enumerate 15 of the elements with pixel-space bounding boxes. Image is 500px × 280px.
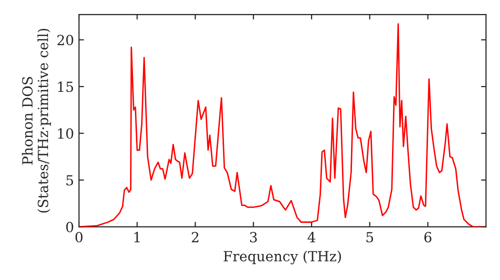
x-tick-label: 2 (192, 232, 198, 242)
y-tick-label: 10 (58, 128, 74, 139)
y-tick-label: 20 (57, 34, 74, 46)
y-tick-label: 15 (58, 82, 74, 92)
x-tick-label: 6 (424, 232, 432, 242)
y-tick-label: 5 (66, 175, 74, 186)
x-axis-title: Frequency (THz) (224, 250, 341, 264)
x-tick-label: 4 (308, 232, 316, 242)
y-tick-label: 0 (66, 222, 74, 232)
y-axis-title: Phonon DOS (States/THz·primitive cell) (22, 28, 51, 213)
line-series (79, 23, 484, 227)
x-tick-label: 0 (75, 232, 82, 242)
x-tick-label: 1 (134, 232, 140, 242)
x-tick-label: 3 (250, 232, 257, 242)
x-tick-label: 5 (366, 232, 374, 242)
